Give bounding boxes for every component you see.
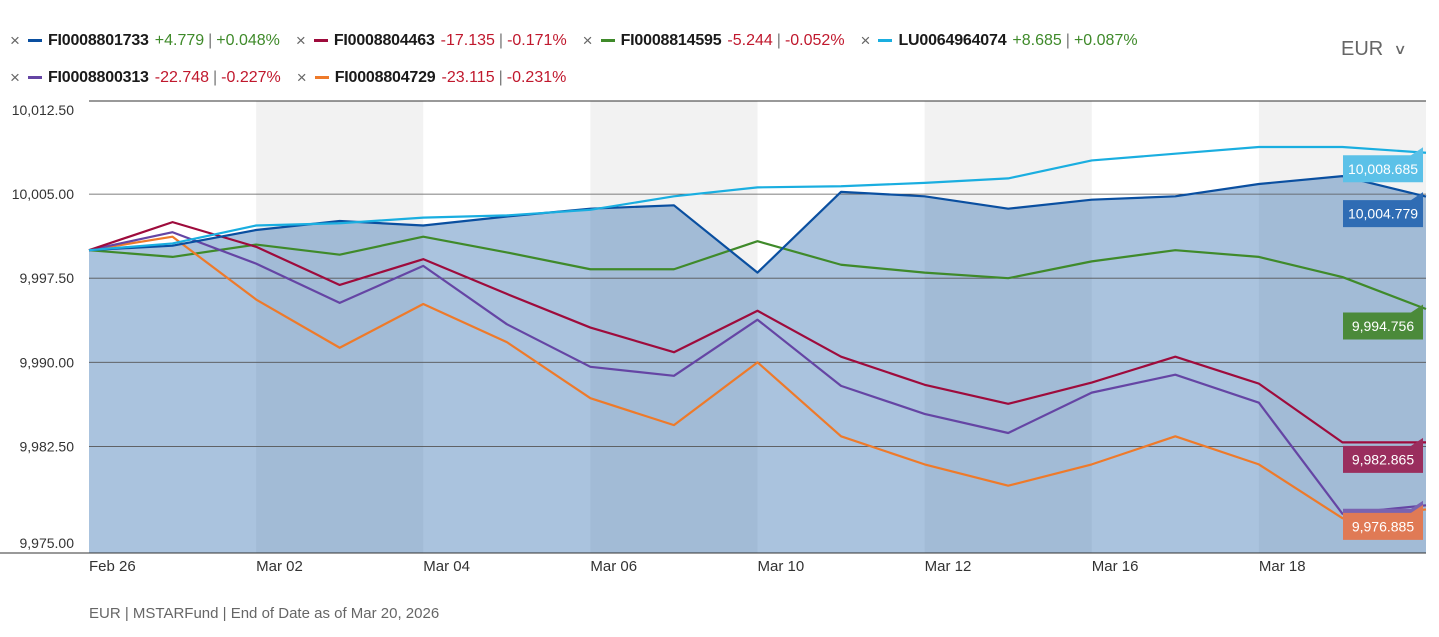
legend-ticker: LU0064964074 <box>898 31 1007 49</box>
legend-swatch <box>878 39 893 42</box>
y-tick-label: 9,982.50 <box>20 438 75 454</box>
legend-separator: | <box>1065 31 1070 49</box>
legend-change: -5.244 <box>727 31 773 49</box>
legend-ticker: FI0008800313 <box>47 68 149 86</box>
legend-change: -17.135 <box>440 31 495 49</box>
end-label-text: 9,976.885 <box>1352 518 1414 534</box>
legend-ticker: FI0008801733 <box>47 31 149 49</box>
end-label-text: 10,004.779 <box>1348 206 1418 222</box>
legend-row-2: × FI0008800313 -22.748 | -0.227% × FI000880472… <box>10 59 1310 96</box>
remove-series-icon[interactable]: × <box>860 31 871 50</box>
legend-percent: -0.171% <box>507 31 567 49</box>
legend-percent: +0.048% <box>216 31 280 49</box>
remove-series-icon[interactable]: × <box>582 31 593 50</box>
y-tick-label: 9,975.00 <box>20 535 75 551</box>
end-label-FI0008804729: 9,976.885 <box>1343 504 1423 540</box>
legend-item: × FI0008801733 +4.779 | +0.048% <box>10 32 280 50</box>
background-band <box>256 101 424 553</box>
end-label-box <box>1343 147 1423 183</box>
legend-ticker: FI0008804463 <box>333 31 435 49</box>
end-label-box <box>1343 504 1423 540</box>
end-label-FI0008804463: 9,982.865 <box>1343 437 1423 473</box>
remove-series-icon[interactable]: × <box>10 31 20 50</box>
chevron-down-icon: ∨ <box>1393 41 1408 57</box>
series-line-FI0008804463 <box>88 221 1426 444</box>
x-tick-label: Mar 04 <box>423 558 470 575</box>
remove-series-icon[interactable]: × <box>296 68 307 87</box>
end-label-text: 9,982.865 <box>1352 451 1414 467</box>
legend-swatch <box>600 39 615 42</box>
legend-item: × FI0008800313 -22.748 | -0.227% <box>10 69 281 87</box>
series-line-FI0008804729 <box>88 235 1427 520</box>
end-label-box <box>1343 437 1423 473</box>
chart-legend: × FI0008801733 +4.779 | +0.048% × FI0008804463… <box>10 22 1310 96</box>
legend-swatch <box>27 76 42 79</box>
area-fill <box>89 176 1426 553</box>
remove-series-icon[interactable]: × <box>10 68 20 87</box>
legend-separator: | <box>208 31 213 49</box>
remove-series-icon[interactable]: × <box>295 31 306 50</box>
line-chart: 10,012.50 10,005.00 9,997.50 9,990.00 9,982.… <box>0 100 1427 575</box>
x-tick-label: Mar 02 <box>256 558 303 575</box>
series-line-FI0008800313 <box>88 231 1427 515</box>
y-tick-label: 9,990.00 <box>20 354 75 370</box>
x-tick-label: Mar 06 <box>590 558 637 575</box>
legend-row-1: × FI0008801733 +4.779 | +0.048% × FI0008804463… <box>10 22 1310 59</box>
end-label-box <box>1343 192 1423 228</box>
legend-separator: | <box>498 68 503 86</box>
x-tick-label: Mar 12 <box>925 558 972 575</box>
y-tick-label: 10,012.50 <box>12 102 74 118</box>
legend-percent: -0.052% <box>784 31 845 49</box>
end-label-text: 9,994.756 <box>1352 318 1414 334</box>
legend-swatch <box>314 76 329 79</box>
end-label-FI0008814595: 9,994.756 <box>1343 304 1423 340</box>
legend-percent: +0.087% <box>1073 31 1138 49</box>
end-label-box <box>1343 304 1423 340</box>
background-band <box>590 101 758 553</box>
y-tick-label: 9,997.50 <box>20 270 75 286</box>
background-band <box>924 101 1092 553</box>
legend-item: × FI0008814595 -5.244 | -0.052% <box>583 32 845 50</box>
legend-swatch <box>27 39 42 42</box>
legend-item: × FI0008804463 -17.135 | -0.171% <box>296 32 567 50</box>
x-tick-label: Mar 16 <box>1092 558 1139 575</box>
y-tick-label: 10,005.00 <box>12 186 74 202</box>
legend-change: +8.685 <box>1012 31 1062 49</box>
legend-ticker: FI0008804729 <box>334 68 436 86</box>
legend-separator: | <box>776 31 781 49</box>
end-label-FI0008801733: 10,004.779 <box>1343 192 1423 228</box>
end-label-text: 10,008.685 <box>1348 161 1418 177</box>
series-line-LU0064964074 <box>88 145 1427 252</box>
legend-percent: -0.231% <box>506 68 567 86</box>
currency-label: EUR <box>1341 38 1384 60</box>
x-tick-label: Mar 10 <box>758 558 805 575</box>
end-label-LU0064964074: 10,008.685 <box>1343 147 1423 183</box>
legend-percent: -0.227% <box>221 68 281 86</box>
legend-change: -22.748 <box>154 68 210 86</box>
currency-selector[interactable]: EUR ∨ <box>1341 38 1408 61</box>
legend-swatch <box>313 39 328 42</box>
legend-ticker: FI0008814595 <box>620 31 722 49</box>
legend-change: +4.779 <box>154 31 205 49</box>
x-tick-label: Mar 18 <box>1259 558 1306 575</box>
series-line-FI0008814595 <box>88 235 1427 311</box>
legend-change: -23.115 <box>441 68 495 86</box>
chart-footer-note: EUR | MSTARFund | End of Date as of Mar … <box>89 605 440 622</box>
legend-separator: | <box>213 68 218 86</box>
legend-item: × FI0008804729 -23.115 | -0.231% <box>297 69 567 87</box>
x-tick-label: Feb 26 <box>89 558 136 575</box>
legend-separator: | <box>498 31 504 49</box>
legend-item: × LU0064964074 +8.685 | +0.087% <box>861 32 1138 50</box>
